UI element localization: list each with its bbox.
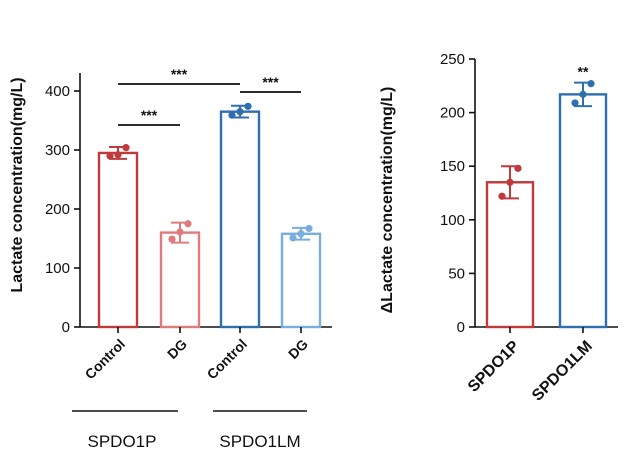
data-point (122, 144, 130, 152)
y-tick-label: 150 (440, 158, 465, 175)
y-tick-label: 200 (45, 201, 70, 218)
x-tick-label: DG (285, 336, 311, 362)
group-label-spdo1lm: SPDO1LM (219, 432, 300, 451)
data-point (176, 228, 184, 236)
group-label-spdo1p: SPDO1P (88, 432, 157, 451)
x-tick-label: SPDO1LM (529, 338, 596, 405)
data-point (297, 230, 305, 238)
bar-dg (159, 231, 201, 329)
x-tick-label: Control (82, 336, 129, 383)
data-point (106, 152, 114, 160)
data-point (514, 164, 522, 172)
data-point (579, 90, 587, 98)
significance-label: *** (141, 107, 158, 123)
data-point (571, 99, 579, 107)
bar-dg (280, 232, 322, 329)
y-tick-label: 100 (45, 260, 70, 277)
significance-label: *** (262, 74, 279, 90)
data-point (498, 192, 506, 200)
y-axis-label-left: Lactate concentration(mg/L) (9, 77, 26, 292)
significance-right: ** (578, 64, 589, 80)
data-point (305, 224, 313, 233)
significance-left: *** *** *** (118, 66, 301, 126)
bar-control (219, 110, 261, 329)
y-tick-label: 250 (440, 51, 465, 68)
data-point (168, 235, 176, 243)
bar-spdo1p (485, 181, 535, 329)
data-point (228, 111, 236, 119)
x-axis-ticks-right: SPDO1P SPDO1LM (465, 327, 596, 405)
bars-left (97, 102, 322, 329)
y-tick-label: 0 (62, 319, 70, 336)
significance-label: *** (171, 66, 188, 82)
bar-control (97, 151, 139, 329)
y-tick-label: 100 (440, 212, 465, 229)
data-point (114, 151, 122, 159)
significance-label: ** (578, 64, 589, 80)
y-tick-label: 50 (448, 265, 465, 282)
y-tick-label: 300 (45, 142, 70, 159)
y-tick-label: 400 (45, 83, 70, 100)
data-point (289, 234, 297, 242)
x-tick-label: DG (164, 336, 190, 362)
data-point (184, 220, 192, 228)
y-tick-label: 200 (440, 105, 465, 122)
data-point (587, 80, 595, 88)
y-tick-label: 0 (457, 319, 465, 336)
data-point (244, 102, 252, 110)
chart-left: Lactate concentration(mg/L) 0 100 200 300 40… (9, 66, 332, 451)
y-axis-label-right: ΔLactate concentration(mg/L) (379, 87, 396, 314)
y-axis-ticks-left: 0 100 200 300 400 (45, 83, 80, 336)
x-tick-label: SPDO1P (465, 338, 523, 396)
y-axis-ticks-right: 0 50 100 150 200 250 (440, 51, 475, 336)
data-point (236, 108, 244, 116)
chart-right: ΔLactate concentration(mg/L) 0 50 100 150 20… (379, 51, 618, 405)
data-point (506, 178, 514, 186)
bars-right (485, 80, 608, 329)
x-tick-label: Control (204, 336, 251, 383)
x-axis-ticks-left: Control DG Control DG (82, 327, 311, 383)
bar-spdo1lm (558, 93, 608, 329)
